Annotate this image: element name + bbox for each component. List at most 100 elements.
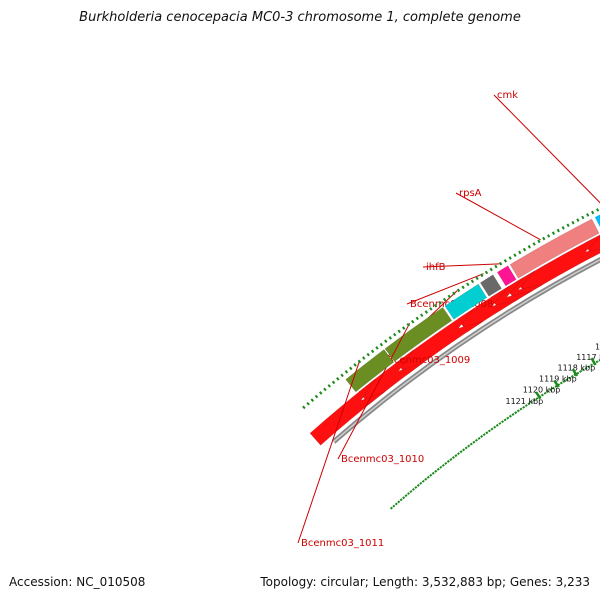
ruler-minor-tick — [420, 313, 424, 318]
ruler-minor-tick — [419, 481, 423, 485]
ruler-minor-tick — [327, 384, 331, 388]
ruler-minor-tick — [508, 256, 512, 260]
ruler-label-1119-kbp: 1119 kbp — [539, 374, 577, 383]
ruler-minor-tick — [475, 276, 479, 281]
ruler-minor-tick — [495, 423, 499, 427]
ruler-major-tick — [534, 391, 542, 400]
ruler-minor-tick — [581, 368, 585, 372]
ruler-minor-tick — [474, 438, 478, 442]
ruler-minor-tick — [581, 215, 585, 220]
ruler-minor-tick — [546, 390, 550, 393]
ruler-minor-tick — [410, 319, 415, 324]
ruler-minor-tick — [557, 383, 561, 387]
ruler-minor-tick — [527, 402, 531, 406]
ruler-minor-tick — [522, 247, 527, 252]
outer-tick-track — [302, 208, 600, 410]
ruler-minor-tick — [389, 506, 393, 510]
ruler-minor-tick — [513, 253, 517, 257]
gene-leader-line — [406, 273, 484, 305]
ruler-minor-tick — [441, 463, 445, 467]
ruler-minor-tick — [547, 234, 551, 238]
ruler-minor-tick — [411, 488, 415, 491]
ruler-minor-tick — [402, 496, 406, 500]
ruler-minor-tick — [394, 502, 398, 506]
ruler-minor-tick — [540, 393, 544, 397]
ruler-minor-tick — [331, 380, 336, 385]
ruler-minor-tick — [392, 504, 396, 508]
gene-label-rpsA: rpsA — [459, 188, 482, 199]
ruler-minor-tick — [590, 363, 594, 367]
ruler-label-1116-kbp: 1116 kbp — [595, 343, 600, 352]
ruler-minor-tick — [421, 479, 425, 483]
ruler-minor-tick — [584, 366, 588, 370]
ruler-minor-tick — [302, 405, 306, 410]
gene-block-cmk — [594, 214, 600, 228]
ruler-minor-tick — [344, 369, 349, 374]
ruler-minor-tick — [404, 494, 408, 498]
gene-block-rpsA — [509, 218, 600, 279]
ruler-minor-tick — [498, 422, 502, 425]
ruler-minor-tick — [565, 378, 569, 382]
ruler-minor-tick — [444, 461, 448, 465]
ruler-minor-tick — [462, 448, 466, 452]
ruler-minor-tick — [319, 391, 323, 395]
ruler-minor-tick — [401, 326, 406, 330]
cds-block-9 — [309, 378, 386, 446]
gene-block-Bcenmc03_1010 — [384, 306, 453, 362]
ruler-minor-tick — [446, 459, 450, 463]
ruler-minor-tick — [551, 386, 555, 390]
ruler-minor-tick — [349, 366, 353, 371]
ruler-minor-tick — [480, 273, 484, 278]
ruler-minor-tick — [494, 264, 498, 269]
ruler-minor-tick — [524, 404, 528, 407]
ruler-minor-tick — [514, 411, 518, 415]
ruler-label-1117-kbp: 1117 kbp — [576, 353, 600, 362]
ruler-minor-tick — [393, 332, 397, 337]
gene-label-Bcenmc03_1009: Bcenmc03_1009 — [387, 355, 470, 366]
ruler-minor-tick — [484, 270, 489, 275]
ruler-minor-tick — [482, 433, 486, 437]
ruler-label-1118-kbp: 1118 kbp — [558, 364, 596, 373]
ruler-minor-tick — [527, 245, 531, 249]
accession-text: Accession: NC_010508 — [9, 575, 146, 589]
gene-label-cmk: cmk — [497, 90, 518, 101]
gene-leader-line — [337, 322, 411, 460]
gene-label-ihfB: ihfB — [426, 262, 446, 273]
ruler-minor-tick — [407, 492, 410, 495]
ruler-minor-tick — [469, 442, 473, 446]
ruler-minor-tick — [397, 329, 401, 334]
ruler-minor-tick — [310, 398, 315, 402]
ruler-minor-tick — [375, 346, 379, 350]
ruler-minor-tick — [566, 223, 570, 228]
ruler-minor-tick — [508, 414, 512, 418]
ruler-minor-tick — [522, 405, 526, 409]
ruler-major-tick — [571, 368, 578, 377]
ruler-minor-tick — [556, 228, 560, 233]
gene-block-Bcenmc03_1011 — [345, 349, 395, 393]
chromosome-backbone-highlight — [333, 259, 600, 443]
ruler-minor-tick — [433, 303, 438, 308]
ruler-minor-tick — [591, 210, 595, 215]
ruler-minor-tick — [519, 407, 523, 411]
ruler-minor-tick — [466, 282, 470, 287]
ruler-minor-tick — [416, 483, 420, 487]
ruler-minor-tick — [379, 342, 384, 347]
ruler-minor-tick — [576, 371, 580, 375]
ruler-minor-tick — [426, 475, 430, 479]
ruler-major-tick — [590, 357, 597, 366]
ruler-minor-tick — [470, 279, 475, 284]
ruler-minor-tick — [357, 359, 362, 364]
ruler-minor-tick — [549, 388, 552, 392]
ruler-minor-tick — [314, 394, 319, 399]
ruler-minor-tick — [340, 373, 344, 378]
inner-dotted-ruler — [389, 358, 600, 510]
gene-leader-line — [297, 360, 361, 544]
ruler-minor-tick — [439, 465, 443, 469]
ruler-minor-tick — [516, 409, 520, 413]
ruler-minor-tick — [480, 435, 484, 438]
ruler-label-1120-kbp: 1120 kbp — [523, 386, 561, 395]
ruler-minor-tick — [454, 454, 458, 458]
ruler-minor-tick — [399, 498, 403, 502]
ruler-minor-tick — [537, 239, 541, 244]
